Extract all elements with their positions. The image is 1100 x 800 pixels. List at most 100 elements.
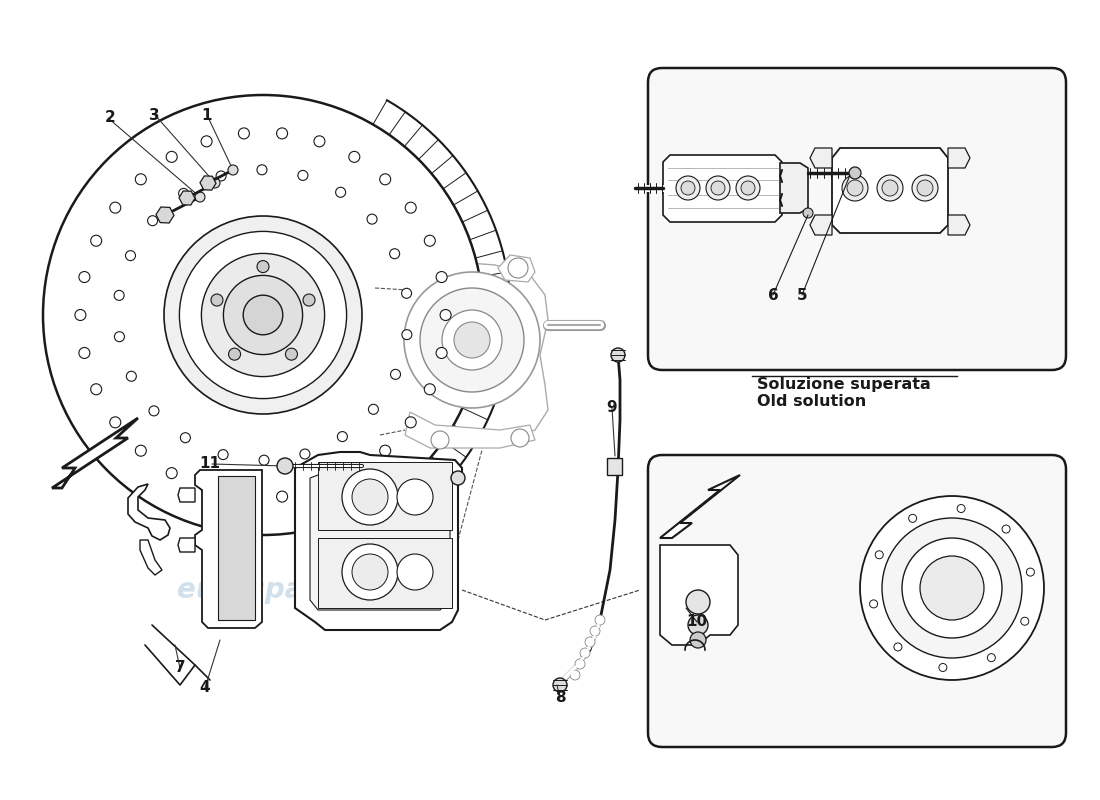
Circle shape [877, 175, 903, 201]
Circle shape [575, 659, 585, 669]
Polygon shape [498, 255, 535, 282]
Circle shape [342, 544, 398, 600]
Circle shape [686, 590, 710, 614]
Text: 1: 1 [201, 107, 212, 122]
Circle shape [454, 322, 490, 358]
Circle shape [228, 165, 238, 175]
Circle shape [211, 294, 223, 306]
Polygon shape [179, 191, 195, 205]
Circle shape [405, 417, 416, 428]
Circle shape [201, 483, 212, 494]
Circle shape [110, 417, 121, 428]
Polygon shape [660, 475, 740, 538]
Polygon shape [140, 540, 162, 575]
Circle shape [847, 180, 864, 196]
Circle shape [988, 654, 996, 662]
Circle shape [894, 643, 902, 651]
Circle shape [314, 483, 324, 494]
Text: Soluzione superata: Soluzione superata [757, 377, 931, 391]
Circle shape [367, 214, 377, 224]
Circle shape [736, 176, 760, 200]
Circle shape [876, 550, 883, 558]
Circle shape [90, 235, 101, 246]
Polygon shape [832, 148, 948, 233]
Circle shape [681, 181, 695, 195]
Circle shape [741, 181, 755, 195]
Text: 7: 7 [175, 661, 185, 675]
Circle shape [512, 429, 529, 447]
Circle shape [302, 294, 315, 306]
Polygon shape [52, 418, 138, 488]
Circle shape [405, 202, 416, 213]
Circle shape [920, 556, 984, 620]
Polygon shape [810, 148, 832, 168]
Circle shape [276, 128, 287, 139]
Circle shape [902, 538, 1002, 638]
Circle shape [402, 330, 411, 340]
Circle shape [239, 128, 250, 139]
Circle shape [43, 95, 483, 535]
Text: Old solution: Old solution [757, 394, 867, 409]
Circle shape [114, 290, 124, 300]
Circle shape [706, 176, 730, 200]
Circle shape [164, 216, 362, 414]
Polygon shape [128, 484, 170, 540]
Text: 8: 8 [554, 690, 565, 706]
Circle shape [849, 167, 861, 179]
Circle shape [239, 491, 250, 502]
Circle shape [860, 496, 1044, 680]
Circle shape [179, 231, 346, 398]
Circle shape [690, 632, 706, 648]
Circle shape [178, 189, 188, 198]
Circle shape [147, 216, 157, 226]
Circle shape [442, 310, 502, 370]
Polygon shape [178, 488, 195, 502]
Circle shape [135, 174, 146, 185]
Circle shape [195, 192, 205, 202]
Circle shape [508, 258, 528, 278]
Circle shape [223, 275, 302, 354]
Polygon shape [660, 545, 738, 645]
Circle shape [126, 371, 136, 382]
Circle shape [338, 431, 348, 442]
Circle shape [352, 479, 388, 515]
Circle shape [882, 518, 1022, 658]
Polygon shape [218, 476, 255, 620]
Circle shape [688, 615, 708, 635]
Circle shape [258, 455, 270, 465]
Circle shape [676, 176, 700, 200]
Circle shape [166, 468, 177, 478]
Circle shape [610, 348, 625, 362]
Circle shape [390, 370, 400, 379]
Text: 9: 9 [607, 401, 617, 415]
Circle shape [379, 445, 390, 456]
Circle shape [349, 468, 360, 478]
Circle shape [431, 431, 449, 449]
Text: 3: 3 [148, 107, 159, 122]
Circle shape [201, 136, 212, 147]
Circle shape [114, 332, 124, 342]
Polygon shape [398, 260, 548, 445]
Circle shape [257, 261, 270, 273]
Circle shape [1021, 618, 1028, 626]
Circle shape [125, 250, 135, 261]
Text: 4: 4 [200, 681, 210, 695]
Circle shape [451, 471, 465, 485]
Circle shape [276, 491, 287, 502]
Circle shape [585, 637, 595, 647]
Circle shape [842, 175, 868, 201]
Circle shape [397, 554, 433, 590]
Circle shape [368, 404, 378, 414]
Circle shape [917, 180, 933, 196]
Polygon shape [810, 215, 832, 235]
Circle shape [135, 445, 146, 456]
Text: 6: 6 [768, 287, 779, 302]
Circle shape [912, 175, 938, 201]
Circle shape [257, 165, 267, 175]
Circle shape [957, 505, 965, 513]
Text: eurospares: eurospares [672, 196, 848, 224]
Polygon shape [948, 148, 970, 168]
Text: 10: 10 [686, 614, 707, 630]
Text: eurospares: eurospares [177, 576, 353, 604]
Circle shape [440, 310, 451, 321]
